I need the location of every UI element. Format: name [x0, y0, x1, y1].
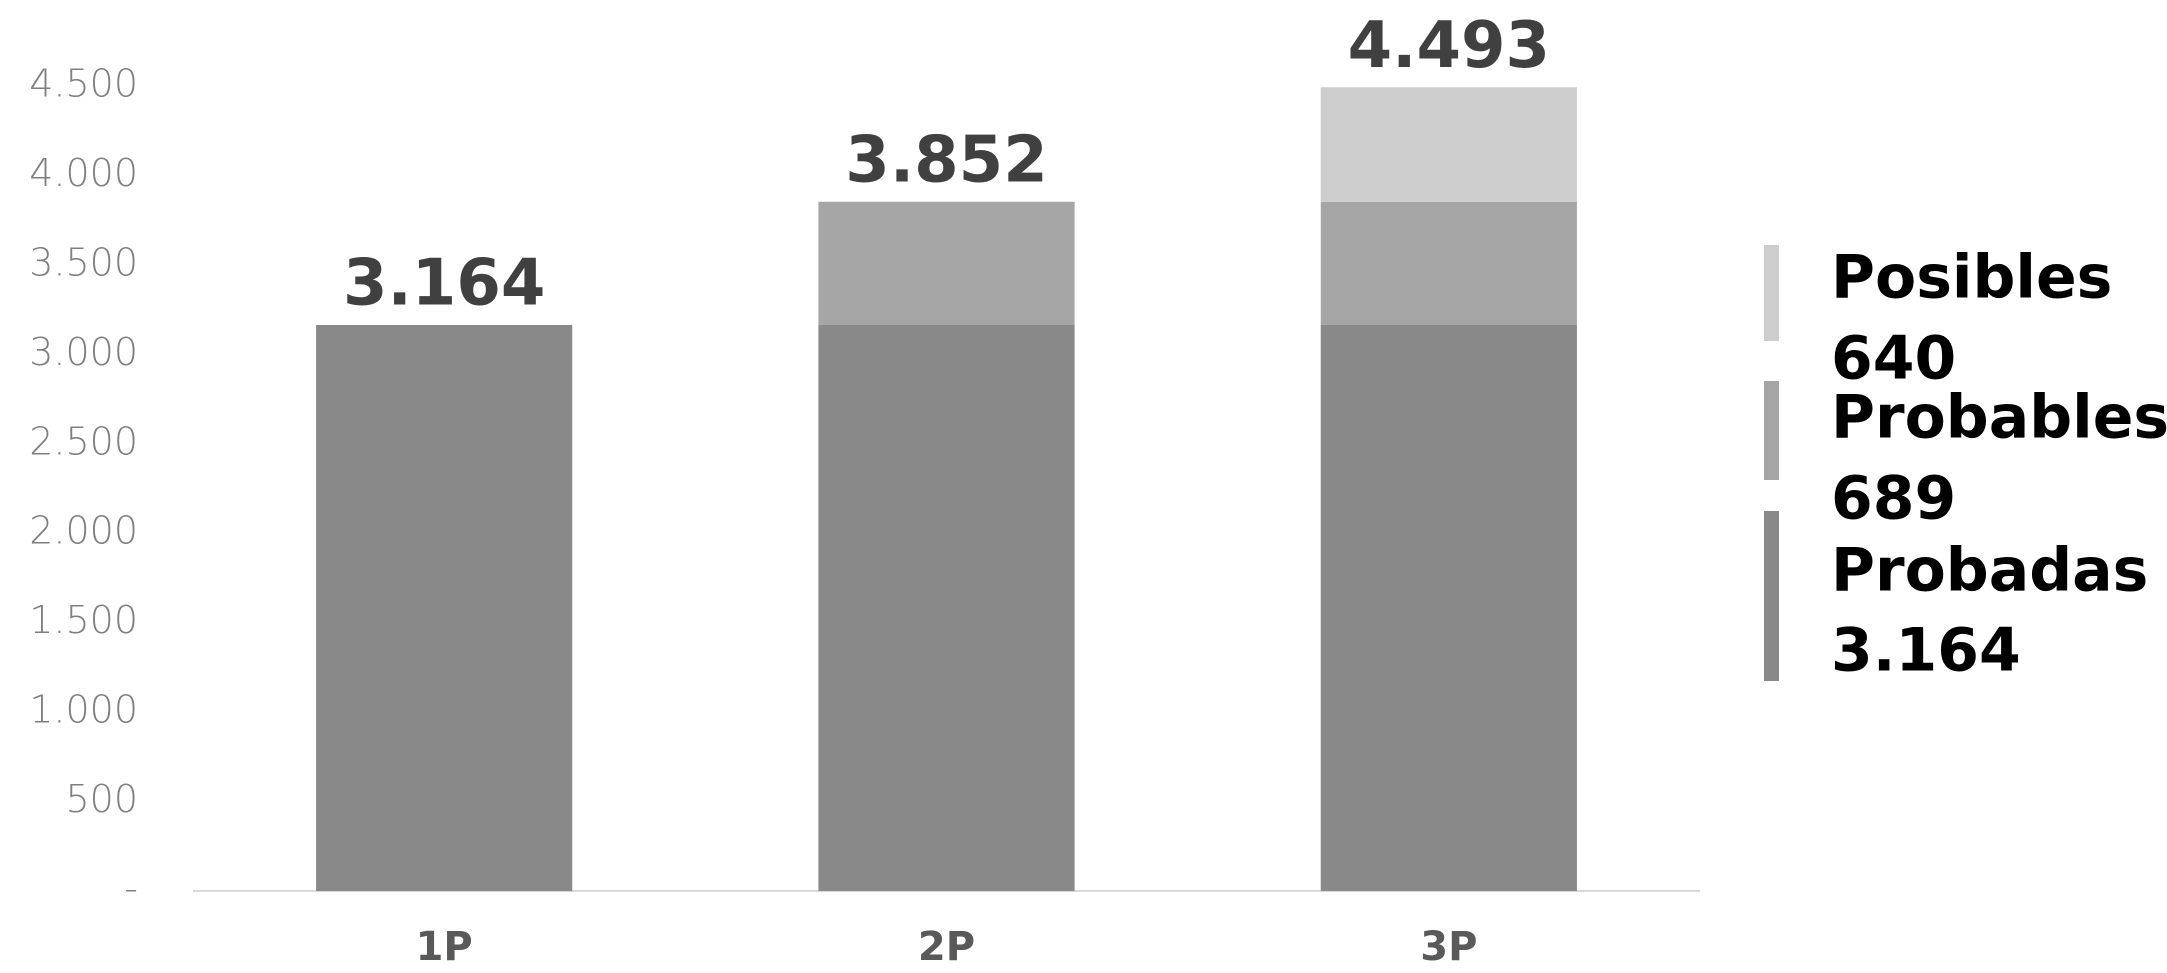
y-tick-label: 2.000: [29, 509, 138, 553]
legend-value: 3.164: [1831, 616, 2021, 686]
x-tick-label: 3P: [1420, 924, 1477, 970]
total-label: 3.852: [845, 123, 1047, 197]
bar-segment: [818, 201, 1075, 325]
bar-segment: [1320, 87, 1577, 202]
bar-segment: [316, 324, 573, 891]
y-tick-label: 3.500: [29, 240, 138, 284]
legend-label: Posibles: [1831, 243, 2112, 313]
bar-segment: [1320, 201, 1577, 325]
y-tick-label: 2.500: [29, 419, 138, 463]
legend-label: Probadas: [1831, 536, 2148, 606]
y-tick-label: 1.000: [29, 688, 138, 732]
legend-marker: [1764, 245, 1779, 341]
y-tick-label: 1.500: [29, 598, 138, 642]
y-tick-label: 500: [65, 777, 138, 821]
bar-segment: [1320, 324, 1577, 891]
legend-value: 689: [1831, 464, 1956, 534]
legend-label: Probables: [1831, 383, 2167, 453]
y-tick-label: -: [124, 867, 138, 911]
y-tick-label: 3.000: [29, 330, 138, 374]
legend-marker: [1764, 511, 1779, 681]
total-label: 4.493: [1348, 9, 1550, 83]
x-tick-label: 1P: [416, 924, 473, 970]
total-label: 3.164: [343, 247, 545, 321]
bar-segment: [818, 324, 1075, 891]
y-tick-label: 4.500: [29, 62, 138, 106]
x-tick-label: 2P: [918, 924, 975, 970]
legend-value: 640: [1831, 324, 1956, 394]
y-tick-label: 4.000: [29, 151, 138, 195]
legend-marker: [1764, 381, 1779, 480]
